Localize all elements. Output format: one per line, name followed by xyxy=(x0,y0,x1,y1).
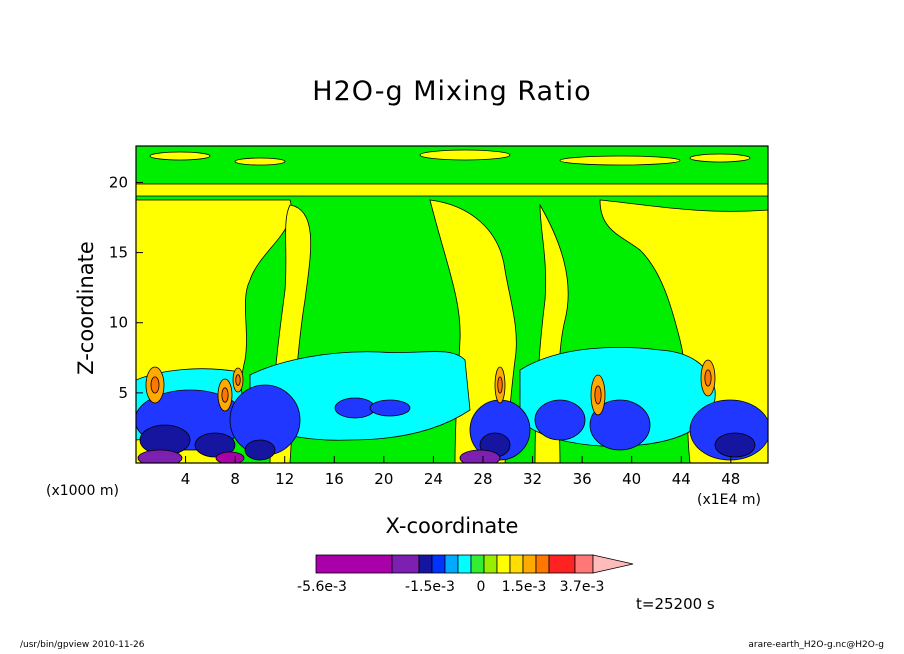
field-top-streak xyxy=(689,153,751,163)
x-tick-label: 24 xyxy=(424,470,443,488)
y-tick-label: 20 xyxy=(109,173,128,191)
field-surface-blob xyxy=(215,451,245,463)
y-ticks: 5 10 15 20 xyxy=(109,173,143,402)
x-tick-label: 8 xyxy=(230,470,240,488)
x-tick-label: 28 xyxy=(473,470,492,488)
footer-source: arare-earth_H2O-g.nc@H2O-g xyxy=(748,640,884,650)
field-plume-core xyxy=(497,376,503,394)
colorbar-swatch xyxy=(548,554,576,574)
x-tick-label: 4 xyxy=(181,470,191,488)
field-plume-core xyxy=(150,376,160,394)
colorbar-swatch xyxy=(418,554,433,574)
footer-command: /usr/bin/gpview 2010-11-26 xyxy=(20,640,145,650)
colorbar-label: 0 xyxy=(477,579,486,595)
field-top-streak xyxy=(234,157,286,166)
x-ticks: 4 8 12 16 20 24 28 32 36 40 44 48 xyxy=(181,456,740,488)
colorbar-swatch xyxy=(470,554,485,574)
x-tick-label: 36 xyxy=(573,470,592,488)
colorbar-swatch xyxy=(457,554,472,574)
colorbar-swatch xyxy=(431,554,446,574)
field-top-streak xyxy=(559,155,681,166)
colorbar-swatch xyxy=(535,554,550,574)
x-tick-label: 16 xyxy=(325,470,344,488)
y-tick-label: 15 xyxy=(109,244,128,262)
field-plume-core xyxy=(594,385,602,405)
colorbar-swatch xyxy=(315,554,393,574)
colorbar-extend-arrow xyxy=(592,554,634,574)
chart-title: H2O-g Mixing Ratio xyxy=(312,76,592,107)
x-tick-label: 48 xyxy=(721,470,740,488)
colorbar-label: 3.7e-3 xyxy=(560,579,605,595)
colorbar: -5.6e-3 -1.5e-3 0 1.5e-3 3.7e-3 xyxy=(297,554,634,595)
x-axis-unit: (x1E4 m) xyxy=(697,492,761,508)
colorbar-swatch xyxy=(522,554,537,574)
field-surface-blob xyxy=(534,399,586,441)
field-upper-band xyxy=(136,183,768,197)
y-axis-label: Z-coordinate xyxy=(74,241,98,375)
field-plume-core xyxy=(704,369,712,387)
field-plume-core xyxy=(221,387,229,403)
y-tick-label: 10 xyxy=(109,314,128,332)
x-tick-label: 12 xyxy=(275,470,294,488)
colorbar-swatch xyxy=(483,554,498,574)
x-tick-label: 44 xyxy=(672,470,691,488)
y-tick-label: 5 xyxy=(118,384,128,402)
field-top-streak xyxy=(419,149,511,161)
field-cyan-region xyxy=(249,351,471,441)
colorbar-swatch xyxy=(574,554,594,574)
colorbar-swatch xyxy=(496,554,511,574)
field-surface-blob xyxy=(334,397,376,419)
field-plume-core xyxy=(235,374,241,386)
plot-frame xyxy=(135,145,769,464)
x-tick-label: 20 xyxy=(374,470,393,488)
x-tick-label: 40 xyxy=(622,470,641,488)
field-surface-blob xyxy=(369,399,411,417)
x-axis-label: X-coordinate xyxy=(385,514,519,538)
colorbar-swatch xyxy=(509,554,524,574)
colorbar-swatch xyxy=(391,554,420,574)
field-surface-blob xyxy=(714,432,756,458)
colorbar-label: 1.5e-3 xyxy=(502,579,547,595)
time-annotation: t=25200 s xyxy=(636,595,715,613)
field-top-streak xyxy=(149,151,211,161)
colorbar-label: -1.5e-3 xyxy=(405,579,455,595)
field-surface-blob xyxy=(137,449,183,463)
field-surface-blob xyxy=(194,432,236,458)
colorbar-label: -5.6e-3 xyxy=(297,579,347,595)
field-surface-blob xyxy=(589,399,651,451)
field-surface-blob xyxy=(244,439,276,461)
colorbar-swatch xyxy=(444,554,459,574)
x-tick-label: 32 xyxy=(523,470,542,488)
y-axis-unit: (x1000 m) xyxy=(46,483,119,499)
field-surface-blob xyxy=(459,449,501,463)
plot-area xyxy=(136,146,768,463)
